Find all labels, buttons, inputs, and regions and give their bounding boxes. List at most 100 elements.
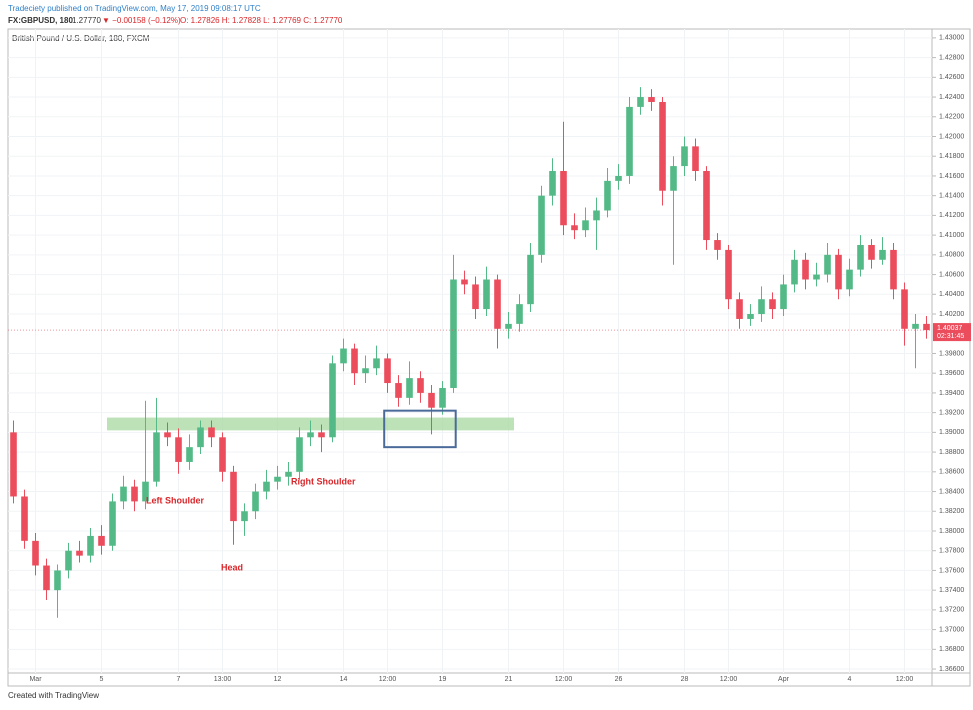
candle-body — [208, 427, 215, 438]
candle-body — [879, 249, 886, 260]
y-tick-label: 1.37000 — [939, 626, 964, 633]
candle-body — [494, 279, 501, 329]
candle-body — [373, 358, 380, 369]
candle-body — [769, 299, 776, 310]
y-tick-label: 1.40600 — [939, 271, 964, 278]
candle-body — [890, 249, 897, 290]
y-tick-label: 1.38400 — [939, 488, 964, 495]
y-tick-label: 1.41600 — [939, 173, 964, 180]
candle-body — [10, 432, 17, 497]
price: 1.27770 — [72, 16, 101, 25]
candle-body — [109, 501, 116, 546]
y-tick-label: 1.42200 — [939, 114, 964, 121]
highlight-box — [383, 409, 457, 449]
candle-body — [21, 496, 28, 541]
y-tick-label: 1.42000 — [939, 133, 964, 140]
candle-body — [318, 432, 325, 438]
candle-body — [714, 240, 721, 250]
x-tick-label: Apr — [778, 676, 790, 683]
candle-body — [571, 225, 578, 231]
y-tick-label: 1.37600 — [939, 567, 964, 574]
x-tick-label: 19 — [439, 676, 447, 683]
candle-body — [560, 171, 567, 226]
symbol: FX:GBPUSD, 180 — [8, 16, 73, 25]
candle-body — [87, 535, 94, 556]
last-price-tag — [933, 323, 971, 342]
candle-body — [747, 314, 754, 319]
y-tick-label: 1.42400 — [939, 94, 964, 101]
x-tick-label: 4 — [848, 676, 852, 683]
candle-body — [362, 368, 369, 374]
x-tick-label: 21 — [505, 676, 513, 683]
candle-body — [164, 432, 171, 438]
y-tick-label: 1.39200 — [939, 409, 964, 416]
candle-body — [76, 550, 83, 556]
candle-body — [340, 348, 347, 364]
candle-body — [813, 274, 820, 280]
candle-body — [824, 254, 831, 275]
candle-body — [549, 171, 556, 196]
x-tick-label: 14 — [340, 676, 348, 683]
y-tick-label: 1.38800 — [939, 449, 964, 456]
candle-body — [637, 97, 644, 107]
candle-body — [131, 486, 138, 502]
chart-frame — [7, 28, 971, 687]
candle-body — [516, 304, 523, 324]
pattern-label: Right Shoulder — [291, 476, 356, 486]
x-tick-label: 7 — [177, 676, 181, 683]
x-tick-label: 28 — [681, 676, 689, 683]
candle-body — [868, 244, 875, 260]
y-tick-label: 1.39800 — [939, 350, 964, 357]
y-tick-label: 1.40200 — [939, 311, 964, 318]
y-tick-label: 1.40400 — [939, 291, 964, 298]
candle-body — [604, 180, 611, 211]
candle-body — [406, 378, 413, 398]
candle-body — [912, 323, 919, 329]
candle-body — [186, 447, 193, 462]
candle-body — [582, 220, 589, 231]
candle-body — [98, 535, 105, 546]
y-tick-label: 1.41000 — [939, 232, 964, 239]
x-tick-label: 12:00 — [720, 676, 738, 683]
y-tick-label: 1.41800 — [939, 153, 964, 160]
candle-body — [703, 171, 710, 241]
x-tick-label: 12 — [274, 676, 282, 683]
candle-body — [505, 323, 512, 329]
candle-body — [450, 279, 457, 388]
x-tick-label: Mar — [29, 676, 42, 683]
candle-body — [263, 481, 270, 492]
candle-body — [175, 437, 182, 462]
candle-body — [43, 565, 50, 591]
x-tick-label: 12:00 — [379, 676, 397, 683]
x-tick-label: 26 — [615, 676, 623, 683]
candle-body — [120, 486, 127, 502]
y-tick-label: 1.37200 — [939, 607, 964, 614]
x-tick-label: 5 — [100, 676, 104, 683]
x-tick-label: 13:00 — [214, 676, 232, 683]
change: ▼ −0.00158 (−0.12%) — [102, 16, 181, 25]
candle-body — [417, 378, 424, 393]
footer: Created with TradingView — [8, 691, 99, 700]
candle-body — [472, 284, 479, 310]
y-tick-label: 1.40800 — [939, 252, 964, 259]
candle-body — [736, 299, 743, 319]
published-line: Tradeciety published on TradingView.com,… — [8, 4, 261, 13]
candle-body — [428, 392, 435, 408]
y-tick-label: 1.37400 — [939, 587, 964, 594]
y-tick-label: 1.38600 — [939, 469, 964, 476]
y-tick-label: 1.36800 — [939, 646, 964, 653]
y-tick-label: 1.38000 — [939, 528, 964, 535]
candle-body — [274, 476, 281, 482]
candle-body — [296, 437, 303, 472]
candle-body — [252, 491, 259, 512]
candle-body — [670, 166, 677, 191]
candle-body — [648, 97, 655, 102]
candle-body — [54, 570, 61, 591]
candle-body — [384, 358, 391, 384]
candle-body — [846, 269, 853, 290]
candle-body — [230, 471, 237, 522]
candle-body — [395, 383, 402, 398]
pattern-label: Left Shoulder — [146, 495, 204, 505]
y-tick-label: 1.39000 — [939, 429, 964, 436]
